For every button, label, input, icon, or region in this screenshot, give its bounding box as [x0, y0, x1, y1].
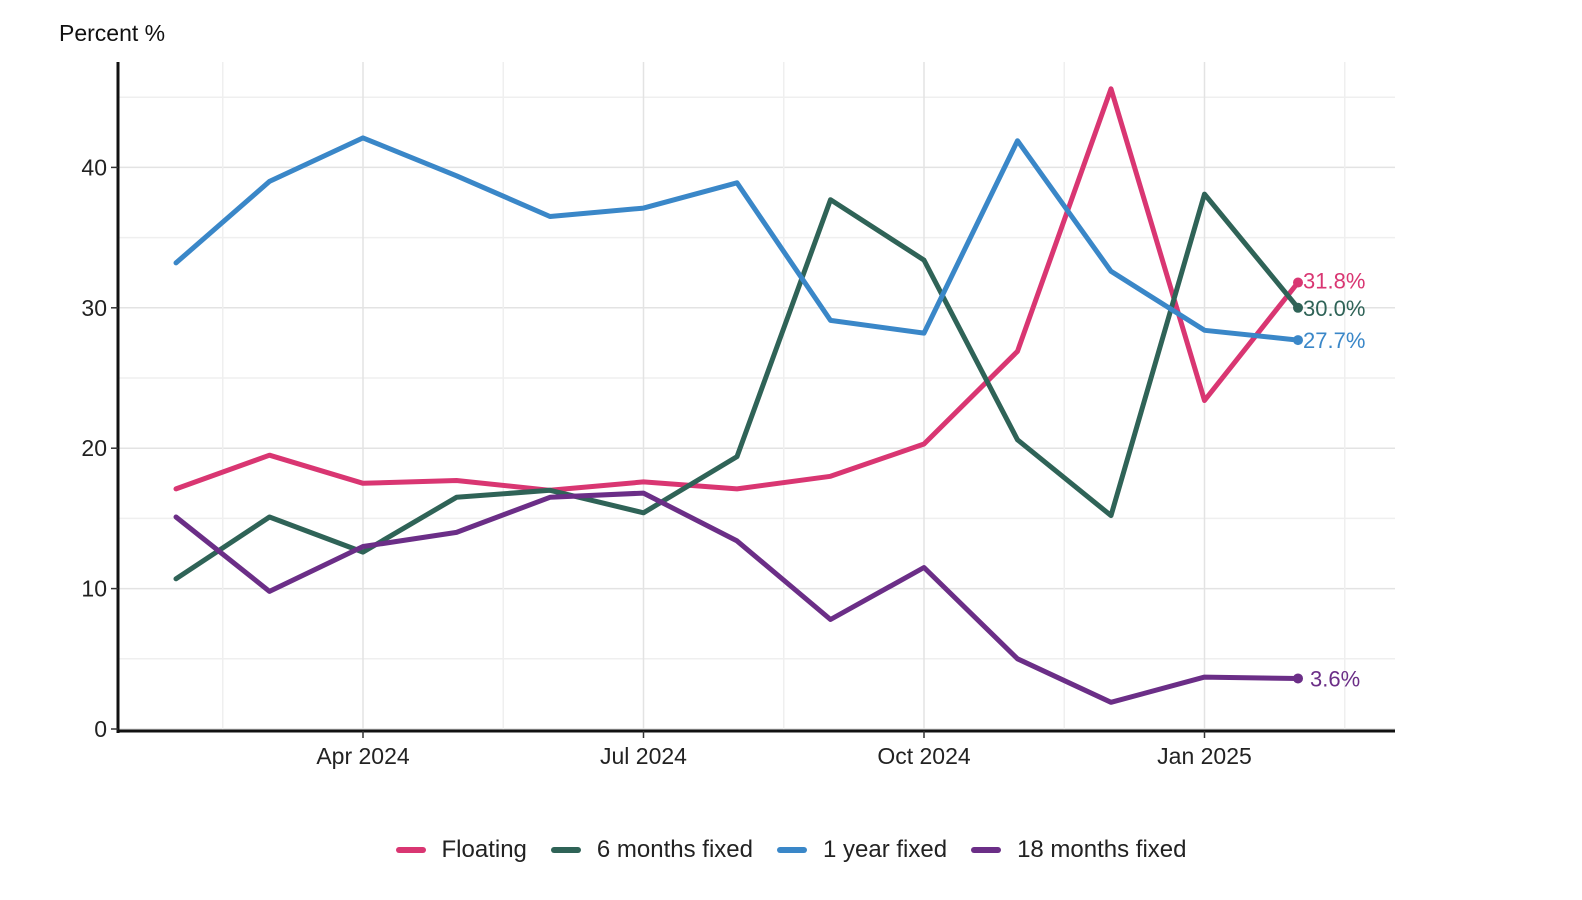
end-label-floating: 31.8% — [1303, 269, 1365, 294]
x-tick-label: Oct 2024 — [877, 743, 971, 769]
x-tick-label: Jan 2025 — [1157, 743, 1252, 769]
end-point-floating — [1293, 277, 1303, 288]
tick-labels: 0 10 20 30 40 Apr 2024 Jul 2024 Oct 2024 Jan 202… — [81, 154, 1251, 769]
legend-item-floating: Floating — [395, 836, 527, 864]
y-tick-label: 10 — [81, 576, 107, 602]
y-tick-label: 30 — [81, 295, 107, 321]
legend-item-6-months-fixed: 6 months fixed — [550, 836, 753, 864]
legend-item-1-year-fixed: 1 year fixed — [776, 836, 948, 864]
end-label-1-year-fixed: 27.7% — [1303, 328, 1365, 353]
end-label-6-months-fixed: 30.0% — [1303, 296, 1365, 321]
end-labels: 31.8%30.0% 27.7% 3.6% — [1293, 269, 1365, 691]
legend: Floating 6 months fixed 1 year fixed 18 mon… — [0, 836, 1582, 864]
legend-label: 1 year fixed — [822, 836, 948, 863]
end-point-6-months-fixed — [1293, 302, 1303, 313]
x-tick-label: Jul 2024 — [600, 743, 687, 769]
legend-swatch — [395, 847, 426, 853]
end-point-18-months-fixed — [1293, 673, 1303, 684]
series-line-1-year-fixed — [173, 135, 1301, 343]
series-line-floating — [173, 86, 1301, 493]
series-lines — [173, 86, 1301, 705]
legend-swatch — [971, 847, 1002, 853]
end-point-1-year-fixed — [1293, 335, 1303, 346]
y-tick-label: 0 — [94, 716, 107, 742]
axes — [116, 62, 1395, 733]
x-tick-label: Apr 2024 — [316, 743, 410, 769]
legend-swatch — [550, 847, 581, 853]
legend-label: 18 months fixed — [1017, 836, 1187, 863]
y-tick-label: 40 — [81, 154, 107, 180]
series-line-6-months-fixed — [173, 191, 1301, 582]
legend-label: Floating — [441, 836, 527, 863]
series-line-18-months-fixed — [173, 490, 1301, 705]
end-label-18-months-fixed: 3.6% — [1310, 666, 1360, 691]
line-chart: Percent % 0 10 20 30 40 Apr 2024 Jul 2024 Oct 2… — [59, 20, 1395, 769]
y-axis-label: Percent % — [59, 20, 165, 46]
legend-item-18-months-fixed: 18 months fixed — [971, 836, 1187, 864]
y-tick-label: 20 — [81, 435, 107, 461]
legend-swatch — [776, 847, 807, 853]
legend-label: 6 months fixed — [596, 836, 753, 863]
